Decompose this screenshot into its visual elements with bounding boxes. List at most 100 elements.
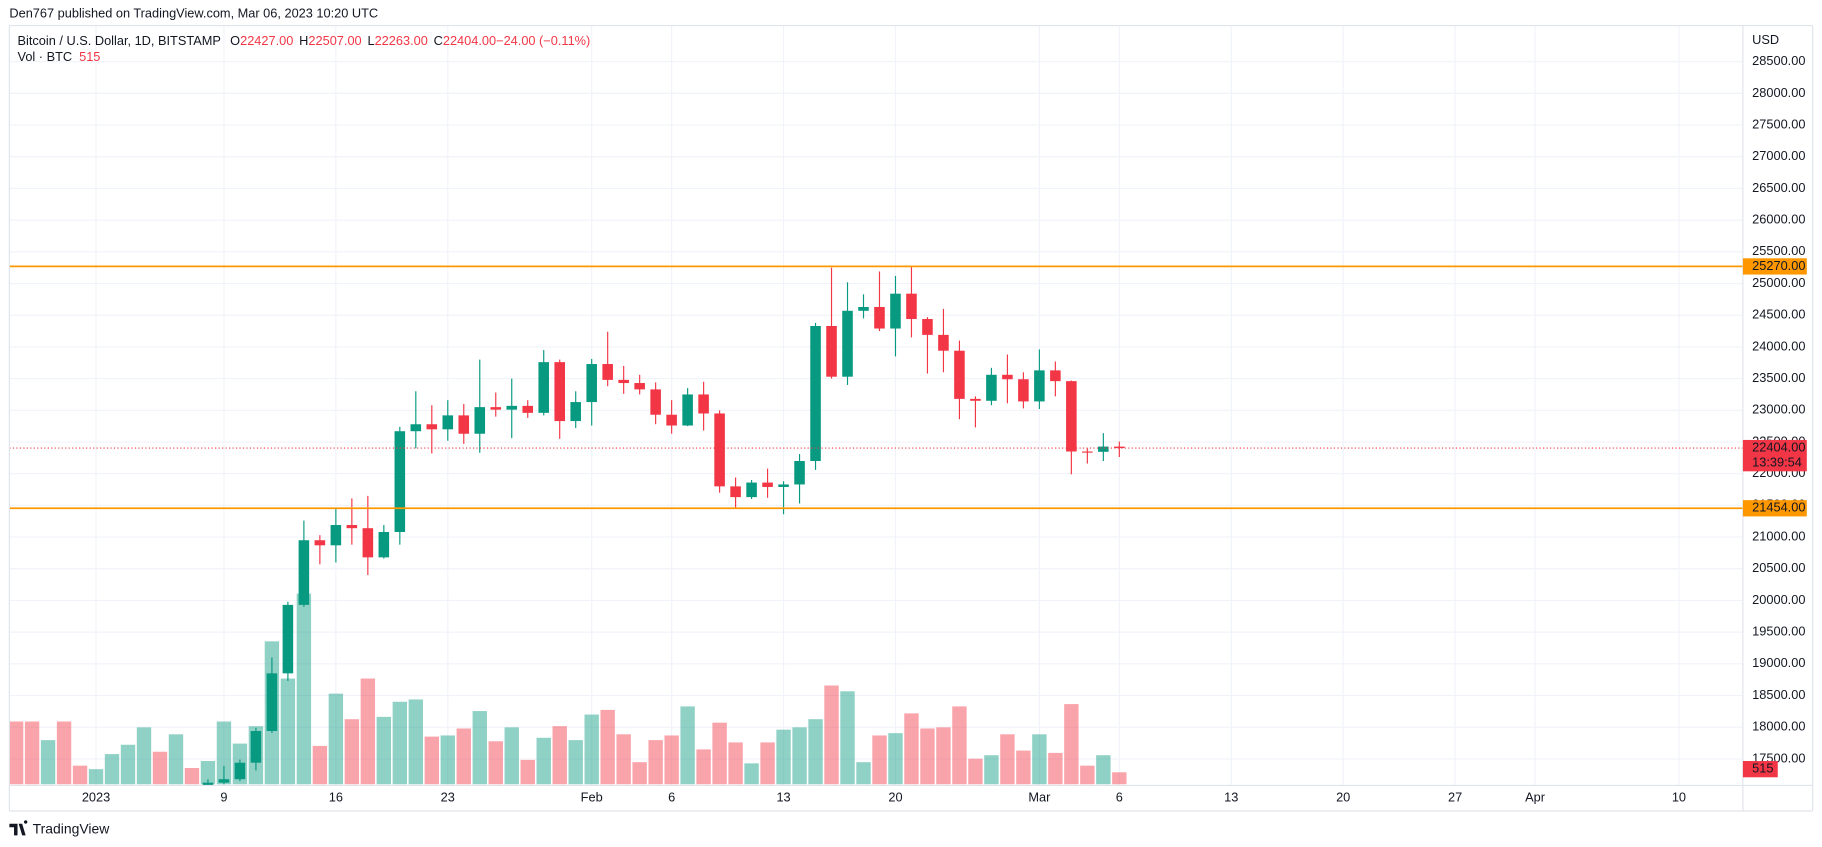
volume-bar [56, 721, 72, 785]
volume-bar [88, 769, 104, 785]
candle-body [1114, 446, 1125, 449]
volume-bar [488, 741, 503, 785]
x-tick-label: Mar [1028, 790, 1051, 805]
candle-body [410, 424, 422, 432]
volume-bar [376, 716, 392, 785]
volume-bar [920, 728, 935, 785]
volume-bar [952, 706, 967, 785]
candle-body [554, 362, 565, 422]
volume-bar [904, 713, 919, 785]
volume-bar [824, 685, 839, 785]
candle-body [602, 364, 613, 380]
volume-legend: Vol · BTC 515 [18, 49, 101, 64]
volume-bar [1000, 734, 1015, 785]
candle-body [746, 482, 757, 498]
volume-bar [856, 762, 871, 785]
y-tick-label: 18500.00 [1752, 687, 1805, 702]
y-tick-label: 18000.00 [1752, 719, 1805, 734]
candle-body [922, 319, 933, 335]
volume-bar [9, 721, 24, 785]
y-tick-label: 23500.00 [1752, 370, 1805, 385]
candle-body [794, 461, 805, 485]
candle-body [1082, 451, 1093, 453]
x-tick-label: 20 [1336, 790, 1350, 805]
volume-bar [680, 706, 695, 785]
candle-body [43, 814, 54, 819]
candle-body [1018, 379, 1029, 402]
candle-body [155, 800, 166, 801]
y-tick-label: 25000.00 [1752, 275, 1805, 290]
volume-bar [344, 719, 360, 785]
volume-bar [840, 691, 855, 785]
y-tick-label: 20500.00 [1752, 560, 1805, 575]
last-price-box [1742, 439, 1807, 472]
volume-bar [584, 714, 599, 785]
volume-bar [936, 727, 951, 785]
candle-body [1050, 370, 1061, 382]
volume-bar [696, 749, 711, 785]
x-tick-label: 9 [220, 790, 227, 805]
candle-body [139, 800, 150, 811]
footer-brand: TradingView [33, 820, 111, 836]
ohlc-legend: Bitcoin / U.S. Dollar, 1D, BITSTAMP O2242… [18, 33, 591, 48]
legend-value: 22427.00 [240, 33, 293, 48]
x-tick-label: 10 [1672, 790, 1686, 805]
candle-body [874, 306, 885, 329]
candle-body [11, 796, 22, 809]
level-label: 25270.00 [1752, 258, 1805, 273]
last-price-label: 22404.00 [1752, 439, 1805, 454]
grid-layer [9, 25, 1743, 786]
volume-bar [152, 751, 168, 785]
volume-name: Vol · BTC [18, 49, 73, 64]
volume-bar [792, 727, 807, 785]
candle-body [442, 415, 454, 430]
candle-body [202, 782, 214, 786]
candle-body [234, 762, 246, 780]
volume-bar [888, 733, 903, 785]
y-tick-label: 19500.00 [1752, 624, 1805, 639]
x-tick-label: 6 [668, 790, 675, 805]
volume-bar [136, 727, 152, 785]
candle-body [314, 540, 326, 546]
y-tick-label: 27000.00 [1752, 148, 1805, 163]
volume-bar [456, 728, 471, 785]
countdown-label: 13:39:54 [1752, 455, 1802, 470]
volume-bar [408, 699, 424, 785]
volume-bar [536, 737, 551, 785]
volume-bar [744, 763, 759, 785]
candle-body [890, 293, 901, 329]
volume-bar [1016, 750, 1031, 785]
candle-body [778, 484, 789, 487]
volume-bar [1032, 734, 1047, 785]
volume-bar [872, 735, 887, 785]
publisher-line: Den767 published on TradingView.com, Mar… [9, 5, 378, 20]
volume-bar [184, 767, 200, 785]
volume-bar [392, 701, 408, 785]
y-tick-label: 27500.00 [1752, 116, 1805, 131]
volume-bar [216, 721, 232, 785]
volume-bar [424, 736, 439, 785]
candle-body [906, 293, 917, 320]
level-label-box [1742, 258, 1807, 275]
volume-bar [632, 762, 647, 785]
candle-body [1098, 446, 1109, 452]
volume-bar [568, 740, 583, 785]
logo: TradingView [9, 820, 110, 836]
volume-bar [24, 721, 40, 785]
candle-body [330, 525, 342, 546]
candle-body [522, 405, 534, 413]
candle-body [474, 407, 486, 434]
volume-bar [120, 744, 136, 785]
volume-bar [200, 761, 216, 785]
candle-body [970, 398, 981, 401]
candle-body [298, 540, 310, 605]
candle-body [618, 379, 629, 384]
x-tick-label: Feb [581, 790, 603, 805]
x-tick-label: 13 [1224, 790, 1238, 805]
candle-body [506, 405, 518, 410]
candle-body [938, 334, 949, 351]
volume-bar [168, 734, 184, 785]
candle-body [490, 407, 502, 410]
candle-body [282, 604, 294, 674]
